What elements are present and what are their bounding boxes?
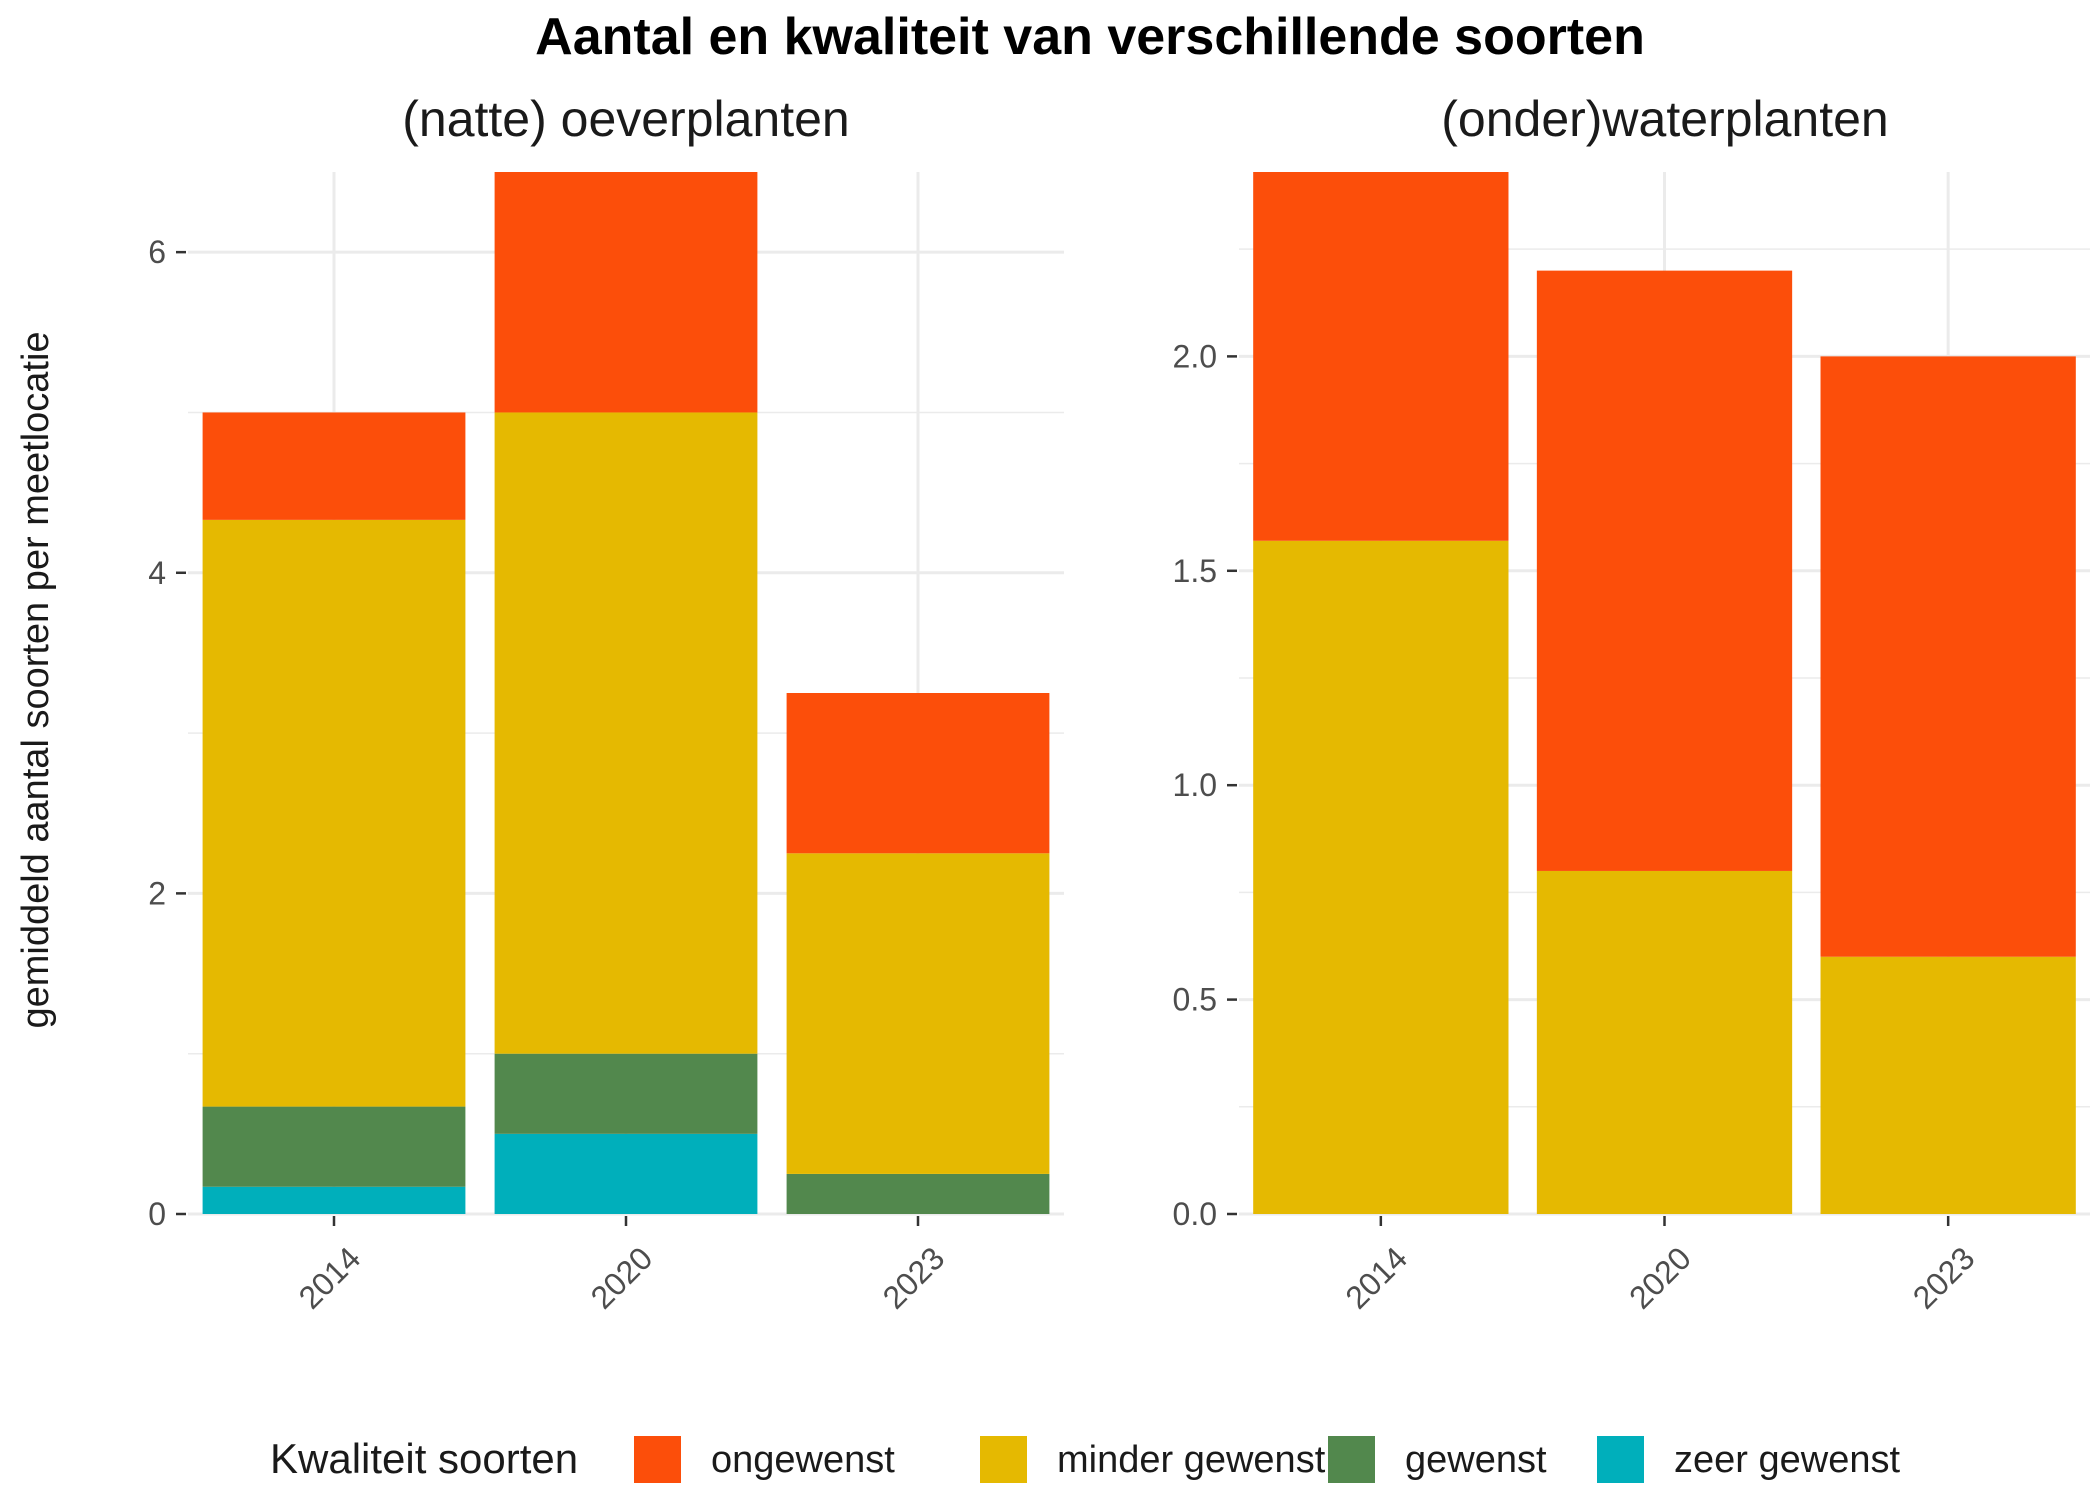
y-tick-label: 4 (148, 555, 166, 591)
y-tick-label: 2 (148, 875, 166, 911)
y-tick-label: 1.5 (1173, 553, 1217, 589)
panel-2: (onder)waterplanten 0.0 0.5 1.0 1.5 2.0 2014 20… (1173, 91, 2090, 1316)
bar-segment-ongewenst-2023 (786, 693, 1050, 854)
y-axis-title: gemiddeld aantal soorten per meetlocatie (15, 331, 57, 1028)
y-tick-label: 0.5 (1173, 982, 1217, 1018)
bar-segment-ongewenst-2020 (1536, 270, 1793, 871)
bar-segment-zeer-gewenst-2014 (202, 1186, 466, 1214)
bar-segment-minder-gewenst-2014 (202, 519, 466, 1107)
bar-segment-gewenst-2020 (494, 1053, 758, 1134)
bar-segment-minder-gewenst-2023 (1820, 956, 2076, 1214)
x-tick-label: 2014 (1338, 1240, 1414, 1316)
x-tick-label: 2023 (1906, 1240, 1982, 1316)
x-tick-label: 2014 (292, 1240, 368, 1316)
legend-swatch-gewenst (1328, 1436, 1375, 1483)
x-tick-label: 2020 (1622, 1240, 1698, 1316)
legend-swatch-ongewenst (634, 1436, 681, 1483)
y-tick-label: 2.0 (1173, 338, 1217, 374)
bar-segment-zeer-gewenst-2020 (494, 1133, 758, 1214)
legend-swatch-minder-gewenst (980, 1436, 1027, 1483)
legend-label-gewenst: gewenst (1405, 1439, 1547, 1481)
x-tick-label: 2023 (876, 1240, 952, 1316)
bar-segment-ongewenst-2020 (494, 172, 758, 413)
bar-segment-gewenst-2014 (202, 1106, 466, 1187)
y-tick-label: 0.0 (1173, 1196, 1217, 1232)
bar-segment-minder-gewenst-2014 (1253, 540, 1509, 1214)
y-tick-label: 6 (148, 234, 166, 270)
panel-title: (natte) oeverplanten (402, 91, 850, 147)
bar-segment-minder-gewenst-2023 (786, 853, 1050, 1174)
x-tick-label: 2020 (584, 1240, 660, 1316)
bar-segment-minder-gewenst-2020 (1536, 870, 1793, 1214)
bar-segment-minder-gewenst-2020 (494, 412, 758, 1054)
legend-label-minder-gewenst: minder gewenst (1057, 1439, 1326, 1481)
legend: Kwaliteit soorten ongewenst minder gewenst… (270, 1435, 1900, 1483)
legend-title: Kwaliteit soorten (270, 1435, 578, 1482)
bar-segment-gewenst-2023 (786, 1173, 1050, 1214)
y-tick-label: 1.0 (1173, 767, 1217, 803)
bar-segment-ongewenst-2014 (1253, 172, 1509, 541)
legend-label-ongewenst: ongewenst (711, 1439, 895, 1481)
chart-title: Aantal en kwaliteit van verschillende so… (535, 8, 1645, 66)
panel-title: (onder)waterplanten (1441, 91, 1889, 147)
bar-segment-ongewenst-2014 (202, 412, 466, 520)
legend-label-zeer-gewenst: zeer gewenst (1674, 1439, 1900, 1481)
panel-1: (natte) oeverplanten 0 2 4 6 2014 2020 2023 (148, 91, 1064, 1316)
bar-segment-ongewenst-2023 (1820, 356, 2076, 957)
legend-swatch-zeer-gewenst (1597, 1436, 1644, 1483)
y-tick-label: 0 (148, 1196, 166, 1232)
